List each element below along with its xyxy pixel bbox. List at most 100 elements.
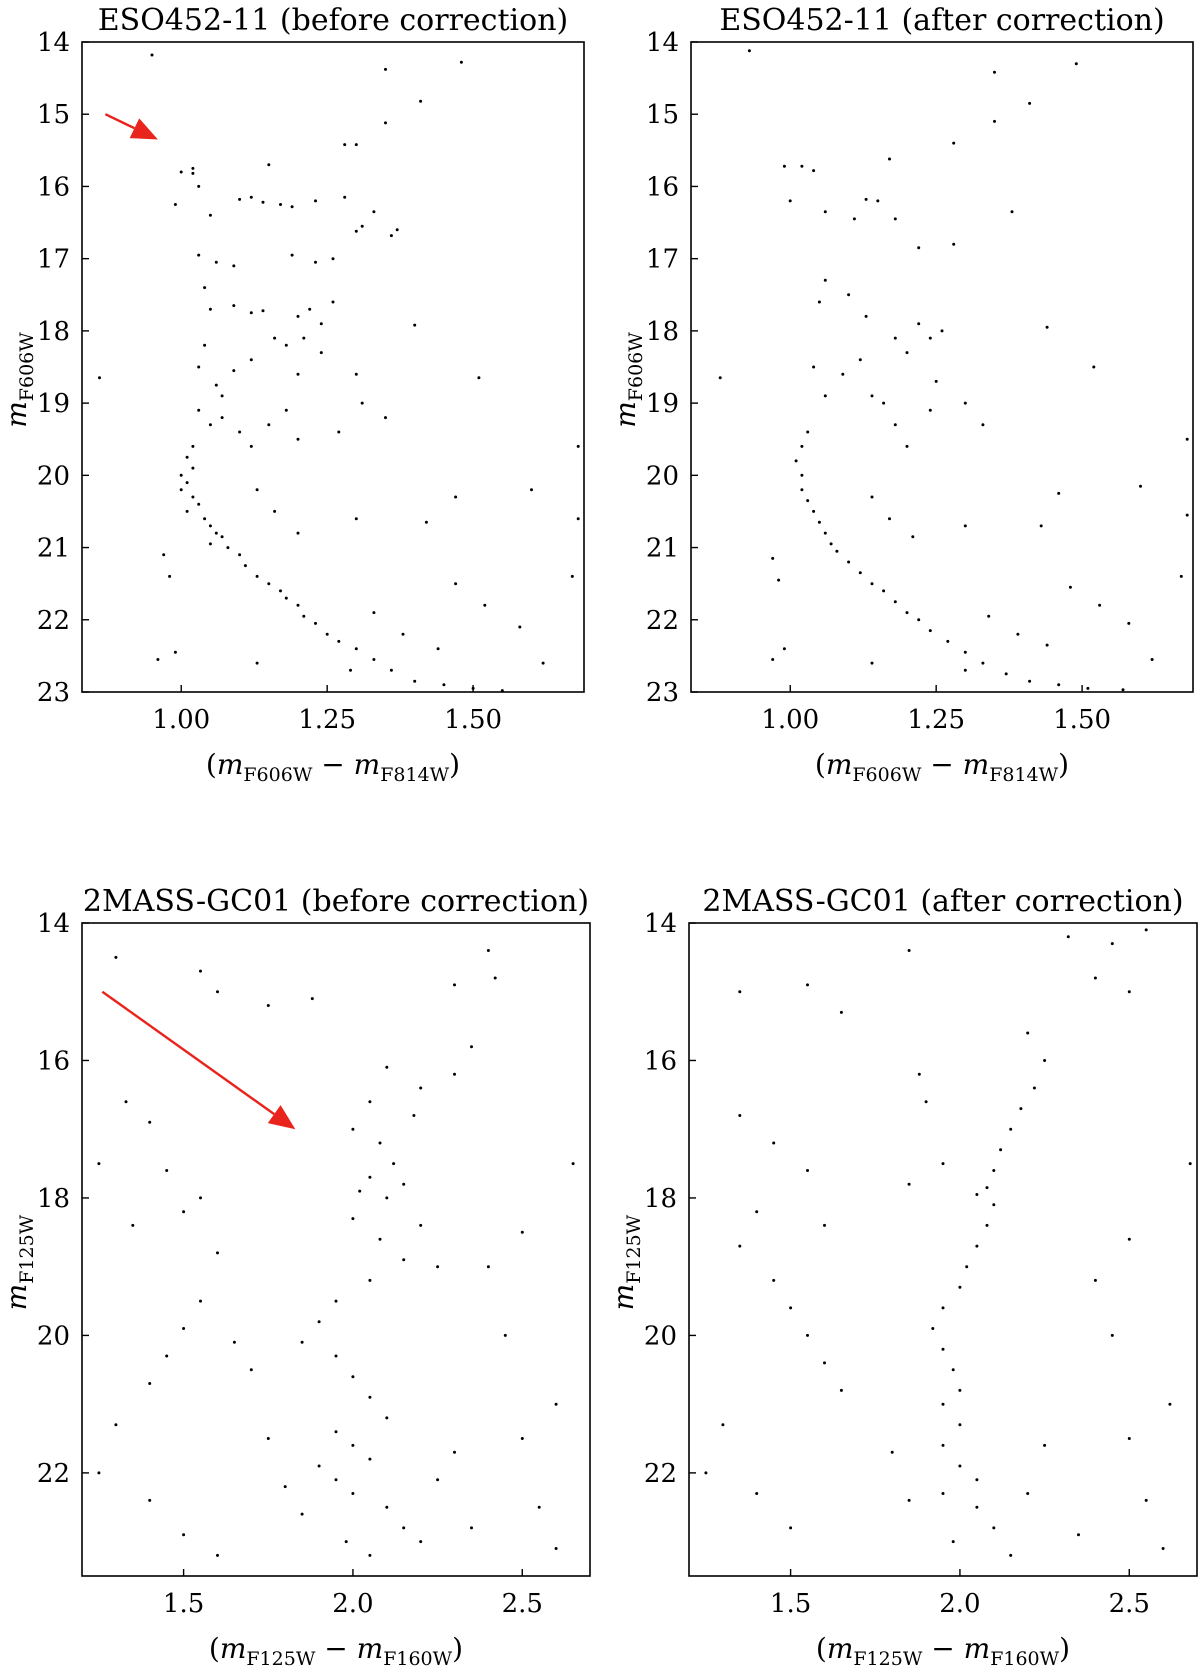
star-point [290, 205, 294, 209]
y-tick-label: 14 [646, 28, 679, 58]
star-point [541, 661, 545, 665]
star-point [800, 473, 804, 477]
y-axis-label: mF606W​ [0, 332, 38, 428]
star-point [747, 49, 751, 53]
star-point [395, 228, 399, 232]
star-point [284, 408, 288, 412]
plot-frame [81, 922, 591, 1577]
star-point [477, 376, 481, 380]
star-point [368, 1395, 372, 1399]
star-point [453, 1450, 456, 1454]
star-point [870, 661, 874, 665]
star-point [165, 1354, 169, 1358]
star-point [148, 1498, 152, 1502]
star-point [360, 401, 364, 405]
star-point [319, 322, 323, 326]
y-tick-label: 23 [37, 678, 70, 708]
star-point [419, 1540, 423, 1544]
x-tick-label: 1.5 [163, 1589, 204, 1619]
star-point [951, 1368, 955, 1372]
star-point [917, 246, 921, 250]
star-point [772, 1141, 776, 1145]
star-point [191, 171, 195, 175]
star-point [354, 143, 358, 147]
x-tick-label: 1.00 [152, 705, 210, 735]
star-point [823, 278, 827, 282]
star-point [354, 229, 358, 233]
y-tick-label: 16 [37, 172, 70, 202]
star-point [173, 203, 177, 206]
star-point [893, 217, 897, 221]
star-point [782, 647, 786, 651]
star-point [413, 679, 417, 683]
star-point [334, 1299, 338, 1303]
star-point [354, 372, 358, 376]
star-point [436, 647, 440, 651]
star-points [97, 949, 575, 1557]
x-axis-label: (mF125W​ − mF160W​) [209, 1632, 463, 1666]
star-point [368, 1175, 372, 1179]
y-tick-label: 20 [644, 1321, 677, 1351]
star-point [199, 1299, 202, 1303]
star-point [168, 574, 172, 578]
star-point [1161, 1547, 1165, 1550]
star-point [226, 546, 230, 550]
star-point [1098, 603, 1102, 607]
star-point [266, 1004, 270, 1007]
star-point [1026, 1492, 1030, 1495]
star-point [197, 502, 201, 506]
star-point [351, 1127, 355, 1131]
star-point [354, 647, 358, 651]
star-point [266, 1437, 270, 1440]
star-point [882, 401, 886, 405]
star-point [331, 257, 335, 261]
star-point [1028, 679, 1032, 683]
star-point [1093, 976, 1097, 980]
star-point [191, 495, 195, 499]
star-point [941, 1443, 945, 1447]
star-point [823, 1223, 826, 1227]
star-point [389, 668, 393, 672]
star-point [876, 199, 880, 203]
star-point [232, 304, 236, 308]
star-point [1016, 632, 1020, 636]
star-point [385, 1505, 389, 1509]
star-point [928, 408, 932, 412]
star-point [220, 394, 224, 398]
star-point [453, 983, 456, 987]
star-point [238, 197, 242, 201]
star-point [1185, 437, 1189, 441]
star-point [965, 1265, 969, 1269]
star-point [296, 372, 300, 376]
star-point [208, 213, 212, 217]
star-point [576, 517, 580, 521]
star-point [1086, 686, 1090, 690]
star-point [412, 1114, 416, 1117]
star-point [1004, 672, 1008, 676]
star-point [279, 589, 282, 593]
star-point [267, 163, 271, 167]
star-point [537, 1505, 541, 1509]
star-point [97, 1162, 101, 1166]
star-point [941, 1492, 945, 1495]
star-point [436, 1265, 440, 1269]
star-point [963, 524, 967, 528]
star-point [344, 1540, 348, 1544]
x-tick-label: 1.00 [761, 705, 819, 735]
star-point [530, 488, 533, 492]
star-point [349, 668, 352, 672]
star-point [958, 1464, 962, 1468]
x-axis-label: (mF125W​ − mF160W​) [816, 1632, 1070, 1666]
star-point [934, 379, 938, 383]
star-point [372, 658, 376, 661]
star-point [800, 488, 804, 492]
star-point [358, 1189, 362, 1193]
star-point [1185, 513, 1189, 517]
star-point [782, 164, 786, 168]
star-point [197, 184, 201, 188]
star-point [419, 1086, 423, 1090]
star-point [486, 949, 490, 952]
star-point [963, 401, 967, 405]
star-point [993, 70, 996, 74]
star-point [368, 1553, 372, 1557]
